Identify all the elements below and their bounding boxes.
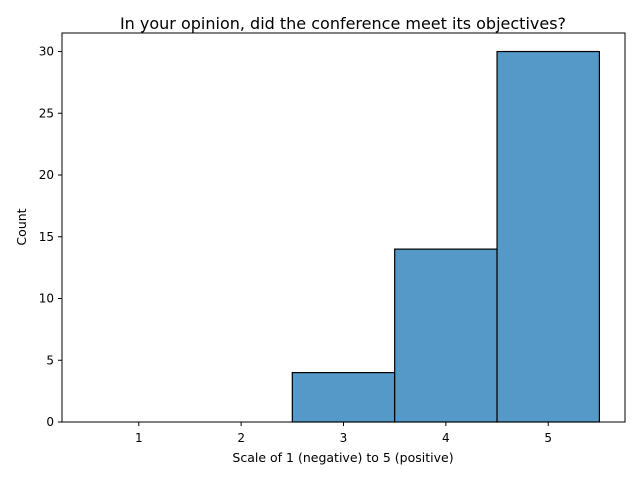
y-tick-label: 10 xyxy=(39,292,54,306)
x-tick-label: 1 xyxy=(135,431,143,445)
bar-4 xyxy=(394,248,498,423)
y-axis-label: Count xyxy=(14,208,29,245)
y-tick-label: 5 xyxy=(46,353,54,367)
y-tick-label: 15 xyxy=(39,230,54,244)
chart-title: In your opinion, did the conference meet… xyxy=(120,14,566,33)
x-tick-label: 5 xyxy=(544,431,552,445)
x-tick-label: 3 xyxy=(340,431,348,445)
y-tick-label: 30 xyxy=(39,45,54,59)
y-tick-label: 20 xyxy=(39,168,54,182)
x-axis-label: Scale of 1 (negative) to 5 (positive) xyxy=(232,450,453,465)
bars-group xyxy=(291,50,601,423)
y-tick-label: 0 xyxy=(46,415,54,429)
bar-3 xyxy=(291,372,396,423)
plot-frame xyxy=(61,32,626,423)
bar-5 xyxy=(496,50,601,423)
x-axis-ticks: 1 2 3 4 5 xyxy=(135,422,552,445)
y-axis-ticks: 0 5 10 15 20 25 30 xyxy=(39,45,62,429)
x-tick-label: 2 xyxy=(237,431,245,445)
y-tick-label: 25 xyxy=(39,106,54,120)
x-tick-label: 4 xyxy=(442,431,450,445)
